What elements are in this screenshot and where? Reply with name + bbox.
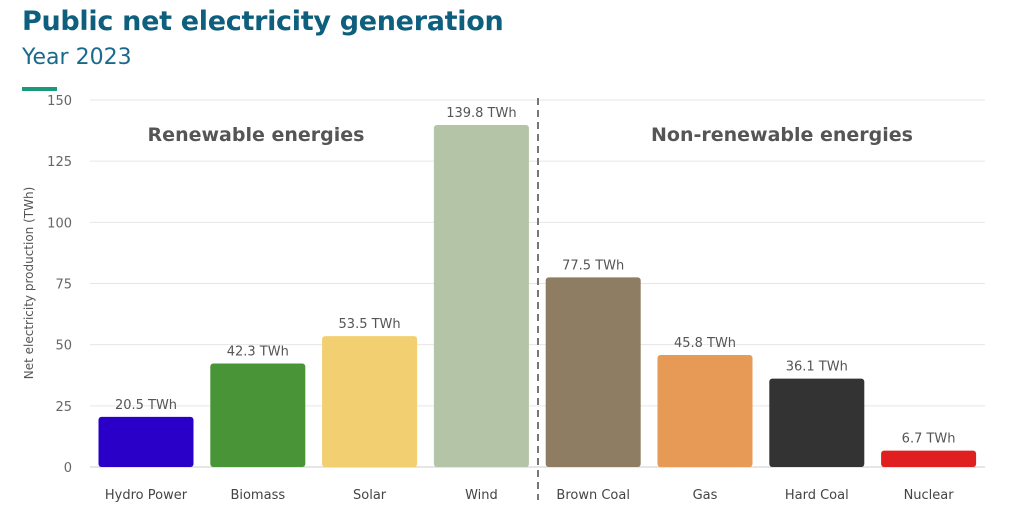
data-label: 77.5 TWh — [562, 258, 624, 273]
bar-hydro-power — [98, 416, 194, 467]
y-tick-label: 0 — [64, 461, 72, 476]
data-label: 139.8 TWh — [446, 106, 516, 121]
x-tick-label: Hard Coal — [785, 488, 849, 503]
y-axis-label: Net electricity production (TWh) — [22, 187, 36, 380]
bar-wind — [433, 124, 529, 468]
group-label-non-renewable: Non-renewable energies — [651, 124, 913, 146]
group-label-renewable: Renewable energies — [148, 124, 365, 146]
bar-nuclear — [881, 450, 977, 467]
x-tick-label: Solar — [353, 488, 387, 503]
bar-gas — [657, 354, 753, 467]
bar-biomass — [210, 363, 306, 467]
x-tick-label: Wind — [465, 488, 498, 503]
accent-bar — [22, 87, 57, 91]
y-tick-label: 75 — [55, 278, 72, 293]
data-label: 42.3 TWh — [227, 345, 289, 360]
bar-brown-coal — [545, 277, 641, 467]
x-tick-label: Nuclear — [904, 488, 955, 503]
chart-title: Public net electricity generation — [22, 6, 504, 37]
chart-subtitle: Year 2023 — [22, 45, 132, 70]
bar-solar — [322, 336, 418, 467]
x-tick-label: Gas — [693, 488, 718, 503]
y-tick-label: 50 — [55, 339, 72, 354]
data-label: 20.5 TWh — [115, 398, 177, 413]
y-tick-label: 125 — [47, 155, 72, 170]
data-label: 53.5 TWh — [339, 317, 401, 332]
x-tick-label: Biomass — [230, 488, 285, 503]
bar-hard-coal — [769, 378, 865, 467]
y-tick-label: 100 — [47, 216, 72, 231]
x-tick-label: Hydro Power — [105, 488, 188, 503]
y-tick-label: 25 — [55, 400, 72, 415]
data-label: 6.7 TWh — [902, 432, 956, 447]
x-tick-label: Brown Coal — [556, 488, 630, 503]
y-tick-label: 150 — [47, 94, 72, 109]
data-label: 36.1 TWh — [786, 360, 848, 375]
data-label: 45.8 TWh — [674, 336, 736, 351]
